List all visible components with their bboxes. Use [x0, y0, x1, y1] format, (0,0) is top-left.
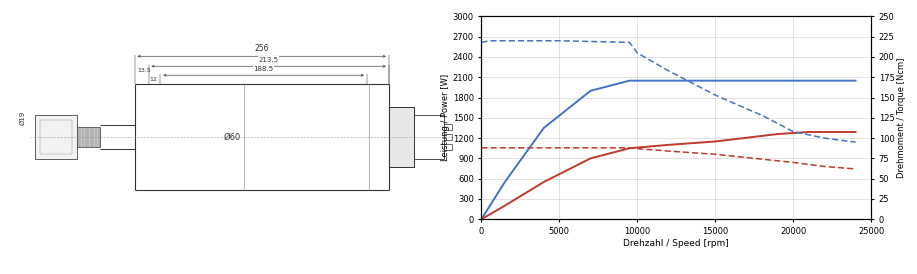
Text: 12: 12: [149, 77, 158, 82]
Y-axis label: Leistung / Power [W]: Leistung / Power [W]: [441, 74, 450, 161]
X-axis label: Drehzahl / Speed [rpm]: Drehzahl / Speed [rpm]: [624, 239, 729, 248]
Text: 256: 256: [254, 44, 269, 53]
Text: 13.5: 13.5: [138, 68, 151, 73]
Bar: [389, 107, 414, 167]
Text: 188.5: 188.5: [254, 66, 273, 72]
Text: 213.5: 213.5: [259, 57, 279, 63]
Bar: [77, 127, 100, 147]
Bar: [35, 115, 77, 159]
Text: Ø60: Ø60: [224, 133, 241, 141]
Y-axis label: Drehmoment / Torque [Ncm]: Drehmoment / Torque [Ncm]: [898, 58, 906, 178]
Text: Ø19: Ø19: [20, 111, 26, 125]
